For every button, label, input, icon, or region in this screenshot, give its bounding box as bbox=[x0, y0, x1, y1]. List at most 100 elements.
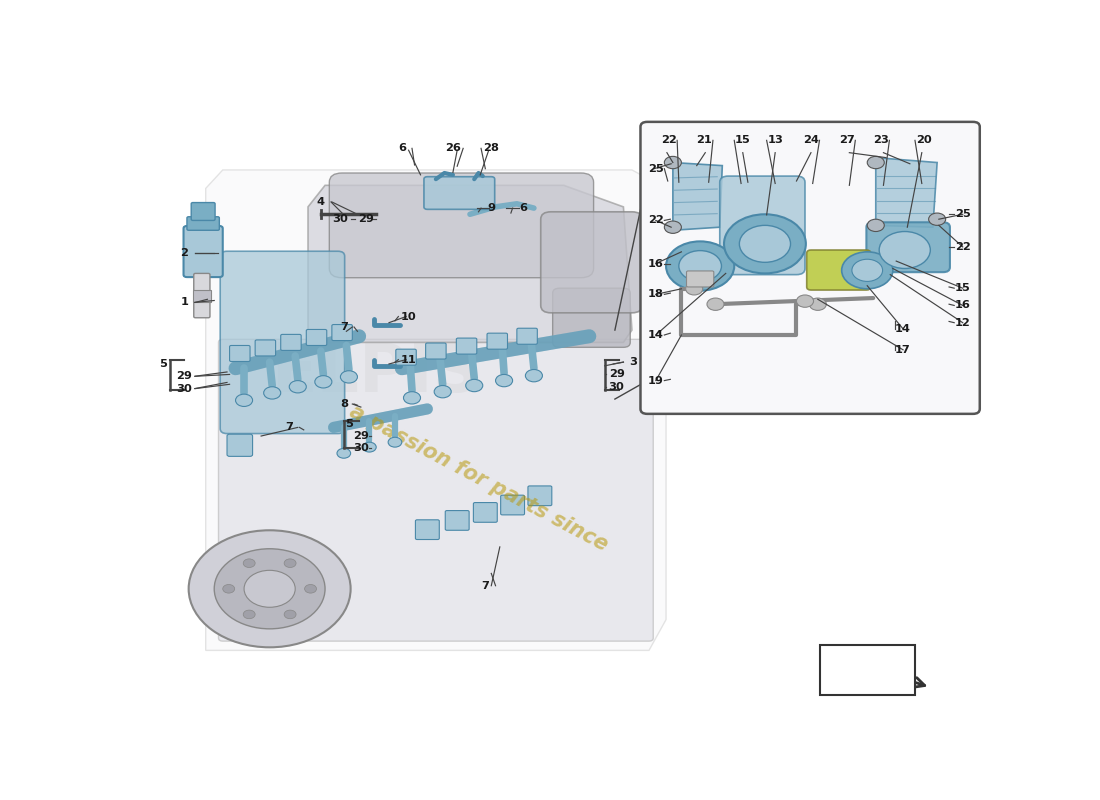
Circle shape bbox=[685, 282, 703, 295]
Text: 7: 7 bbox=[482, 581, 490, 590]
Text: 15: 15 bbox=[955, 283, 970, 293]
Circle shape bbox=[214, 549, 326, 629]
FancyBboxPatch shape bbox=[806, 250, 871, 290]
Text: 18: 18 bbox=[648, 290, 663, 299]
Circle shape bbox=[796, 295, 814, 307]
Text: 28: 28 bbox=[483, 143, 499, 154]
Circle shape bbox=[724, 214, 806, 274]
Text: 7: 7 bbox=[285, 422, 294, 433]
Text: ELPIS: ELPIS bbox=[272, 340, 481, 406]
FancyBboxPatch shape bbox=[230, 346, 250, 362]
Text: 14: 14 bbox=[648, 330, 663, 340]
Polygon shape bbox=[206, 170, 666, 650]
Text: 22: 22 bbox=[955, 242, 970, 252]
FancyBboxPatch shape bbox=[473, 502, 497, 522]
Text: 2: 2 bbox=[180, 248, 188, 258]
FancyBboxPatch shape bbox=[306, 330, 327, 346]
Text: 11: 11 bbox=[400, 354, 417, 365]
Circle shape bbox=[289, 381, 306, 393]
Text: 27: 27 bbox=[839, 135, 855, 146]
Circle shape bbox=[851, 259, 882, 282]
Text: 23: 23 bbox=[873, 135, 889, 146]
Text: 16: 16 bbox=[955, 301, 970, 310]
FancyBboxPatch shape bbox=[487, 333, 507, 349]
Text: 15: 15 bbox=[735, 135, 750, 146]
Circle shape bbox=[664, 156, 681, 169]
FancyBboxPatch shape bbox=[219, 339, 653, 641]
FancyBboxPatch shape bbox=[280, 334, 301, 350]
Text: 22: 22 bbox=[661, 135, 676, 146]
Circle shape bbox=[465, 379, 483, 392]
FancyBboxPatch shape bbox=[552, 288, 630, 347]
Circle shape bbox=[879, 231, 931, 269]
FancyBboxPatch shape bbox=[329, 173, 594, 278]
Circle shape bbox=[284, 610, 296, 618]
Polygon shape bbox=[876, 158, 937, 227]
Text: 7: 7 bbox=[340, 322, 348, 332]
FancyBboxPatch shape bbox=[867, 222, 950, 272]
FancyBboxPatch shape bbox=[456, 338, 476, 354]
Text: 25: 25 bbox=[955, 210, 970, 219]
Text: 30: 30 bbox=[176, 383, 192, 394]
Circle shape bbox=[340, 370, 358, 383]
Text: 22: 22 bbox=[648, 215, 663, 226]
Circle shape bbox=[707, 298, 724, 310]
Text: 30: 30 bbox=[353, 443, 369, 454]
Circle shape bbox=[235, 394, 253, 406]
FancyBboxPatch shape bbox=[220, 251, 344, 434]
FancyBboxPatch shape bbox=[416, 520, 439, 539]
Circle shape bbox=[842, 252, 893, 289]
Circle shape bbox=[664, 221, 681, 234]
FancyBboxPatch shape bbox=[426, 343, 447, 359]
FancyBboxPatch shape bbox=[517, 328, 537, 344]
Circle shape bbox=[867, 219, 884, 231]
Circle shape bbox=[867, 156, 884, 169]
Circle shape bbox=[666, 242, 735, 290]
Circle shape bbox=[189, 530, 351, 647]
Circle shape bbox=[244, 570, 295, 607]
Circle shape bbox=[284, 559, 296, 567]
Circle shape bbox=[739, 226, 791, 262]
Circle shape bbox=[495, 374, 513, 386]
FancyBboxPatch shape bbox=[332, 325, 352, 341]
FancyBboxPatch shape bbox=[191, 202, 216, 221]
FancyBboxPatch shape bbox=[500, 495, 525, 515]
Text: 3: 3 bbox=[629, 357, 638, 367]
Text: 16: 16 bbox=[648, 258, 663, 269]
Text: 19: 19 bbox=[648, 375, 663, 386]
Text: 1: 1 bbox=[180, 298, 188, 307]
FancyBboxPatch shape bbox=[194, 274, 210, 318]
Circle shape bbox=[434, 386, 451, 398]
Circle shape bbox=[264, 386, 280, 399]
FancyBboxPatch shape bbox=[541, 212, 642, 313]
Circle shape bbox=[928, 213, 946, 226]
FancyBboxPatch shape bbox=[686, 271, 714, 287]
FancyBboxPatch shape bbox=[528, 486, 552, 506]
Circle shape bbox=[337, 448, 351, 458]
Circle shape bbox=[526, 370, 542, 382]
Text: 5: 5 bbox=[160, 359, 167, 369]
FancyBboxPatch shape bbox=[424, 177, 495, 210]
Circle shape bbox=[305, 585, 317, 593]
Circle shape bbox=[222, 585, 234, 593]
Text: 12: 12 bbox=[955, 318, 970, 328]
FancyBboxPatch shape bbox=[227, 434, 253, 456]
Text: 24: 24 bbox=[803, 135, 818, 146]
Text: a passion for parts since: a passion for parts since bbox=[345, 401, 612, 554]
FancyBboxPatch shape bbox=[446, 510, 469, 530]
Text: 17: 17 bbox=[895, 345, 911, 354]
Polygon shape bbox=[673, 162, 723, 230]
FancyBboxPatch shape bbox=[640, 122, 980, 414]
Text: 26: 26 bbox=[446, 143, 461, 154]
Text: 21: 21 bbox=[696, 135, 713, 146]
Circle shape bbox=[363, 442, 376, 452]
Text: 30: 30 bbox=[608, 382, 625, 392]
Text: 8: 8 bbox=[340, 399, 348, 409]
FancyBboxPatch shape bbox=[396, 349, 416, 365]
Polygon shape bbox=[308, 186, 631, 342]
FancyBboxPatch shape bbox=[184, 226, 222, 277]
Text: 29: 29 bbox=[358, 214, 374, 224]
FancyBboxPatch shape bbox=[719, 176, 805, 274]
FancyBboxPatch shape bbox=[187, 217, 219, 230]
Circle shape bbox=[243, 610, 255, 618]
